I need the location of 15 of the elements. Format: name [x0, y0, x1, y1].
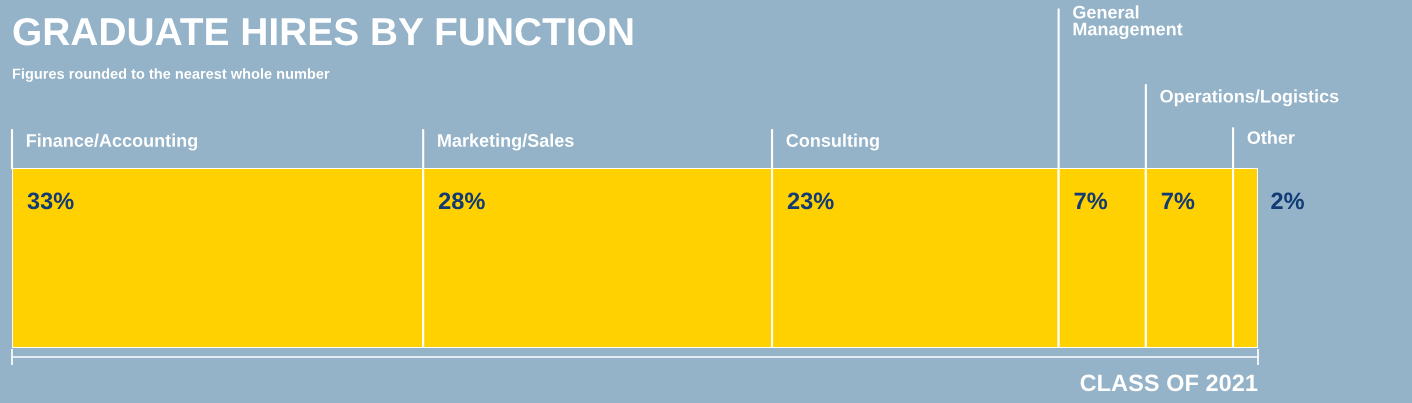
data-label: 7% [1074, 192, 1108, 210]
legend-label: Finance/Accounting [26, 133, 198, 151]
data-label: 28% [438, 192, 485, 210]
text: Operations/Logistics [1160, 89, 1339, 107]
x-axis-title: CLASS OF 2021 [1080, 374, 1258, 392]
data-label: 7% [1161, 192, 1195, 210]
legend-label: Other [1247, 130, 1295, 145]
chart-title: GRADUATE HIRES BY FUNCTION [13, 17, 633, 46]
text: General Management [1073, 5, 1183, 40]
legend-label: Consulting [786, 133, 879, 151]
chart-subtitle: Figures rounded to the nearest whole number [12, 68, 330, 82]
data-label: 33% [27, 192, 74, 210]
data-label: 23% [787, 192, 834, 210]
legend-label: Marketing/Sales [438, 133, 574, 151]
data-label: 2% [1271, 192, 1304, 210]
